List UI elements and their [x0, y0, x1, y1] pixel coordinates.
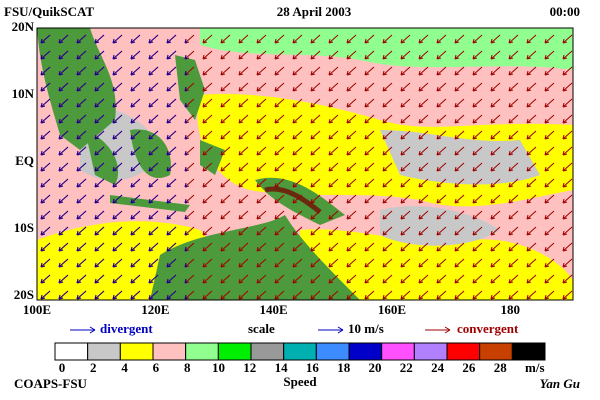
lon-label: 100E — [23, 302, 51, 317]
colorbar-swatch — [413, 342, 448, 361]
lat-label: 20S — [14, 287, 34, 302]
colorbar-swatch — [54, 342, 89, 361]
author: Yan Gu — [540, 376, 580, 391]
colorbar-swatch — [348, 342, 383, 361]
colorbar-swatch — [185, 342, 219, 361]
colorbar-swatch — [119, 342, 154, 361]
colorbar-swatch — [511, 342, 546, 361]
colorbar-tick-label: 2 — [90, 360, 97, 375]
lat-axis: 20N 10N EQ 10S 20S — [12, 19, 35, 302]
colorbar-unit: m/s — [525, 360, 545, 375]
lat-label: 20N — [12, 19, 35, 34]
lat-label: EQ — [15, 153, 34, 168]
colorbar-tick-label: 12 — [243, 360, 256, 375]
colorbar-tick-label: 28 — [494, 360, 508, 375]
colorbar-tick-label: 16 — [306, 360, 320, 375]
colorbar-tick-label: 26 — [462, 360, 476, 375]
date-title: 28 April 2003 — [277, 4, 352, 19]
scale-label: scale — [248, 321, 275, 336]
colorbar-swatch — [217, 342, 252, 361]
colorbar-swatch — [152, 342, 187, 361]
colorbar-tick-label: 22 — [400, 360, 413, 375]
lon-label: 160E — [378, 302, 406, 317]
wind-vectors — [37, 28, 187, 300]
colorbar-swatch — [446, 342, 481, 361]
colorbar-tick-label: 14 — [275, 360, 289, 375]
lon-label: 120E — [141, 302, 169, 317]
convergent-label: convergent — [457, 321, 519, 336]
colorbar: 0 2 4 6 8 10 12 14 16 18 20 22 24 26 28 — [54, 342, 546, 375]
divergent-arrow-head — [89, 326, 96, 334]
scale-value: 10 m/s — [348, 321, 384, 336]
colorbar-swatch — [87, 342, 121, 361]
lon-axis: 100E 120E 140E 160E 180 — [23, 302, 520, 317]
colorbar-tick-label: 10 — [212, 360, 225, 375]
time-title: 00:00 — [550, 4, 580, 19]
colorbar-label: Speed — [283, 374, 317, 389]
institution: COAPS-FSU — [14, 376, 88, 391]
lon-label: 140E — [260, 302, 288, 317]
lon-label: 180 — [500, 302, 520, 317]
colorbar-tick-label: 24 — [431, 360, 445, 375]
convergent-arrow-head — [444, 326, 451, 334]
map-frame — [36, 27, 574, 301]
colorbar-tick-label: 6 — [153, 360, 160, 375]
colorbar-tick-label: 20 — [369, 360, 382, 375]
source-title: FSU/QuikSCAT — [4, 4, 94, 19]
divergent-label: divergent — [100, 321, 153, 336]
colorbar-tick-label: 8 — [184, 360, 191, 375]
lat-label: 10S — [14, 220, 34, 235]
colorbar-swatch — [479, 342, 513, 361]
colorbar-tick-label: 4 — [121, 360, 128, 375]
colorbar-swatch — [381, 342, 415, 361]
colorbar-swatch — [283, 342, 317, 361]
lat-label: 10N — [12, 86, 35, 101]
scale-arrow-head — [337, 326, 344, 334]
map-field — [37, 28, 573, 300]
colorbar-swatch — [315, 342, 350, 361]
colorbar-swatch — [250, 342, 285, 361]
colorbar-tick-label: 0 — [59, 360, 66, 375]
colorbar-tick-label: 18 — [337, 360, 351, 375]
